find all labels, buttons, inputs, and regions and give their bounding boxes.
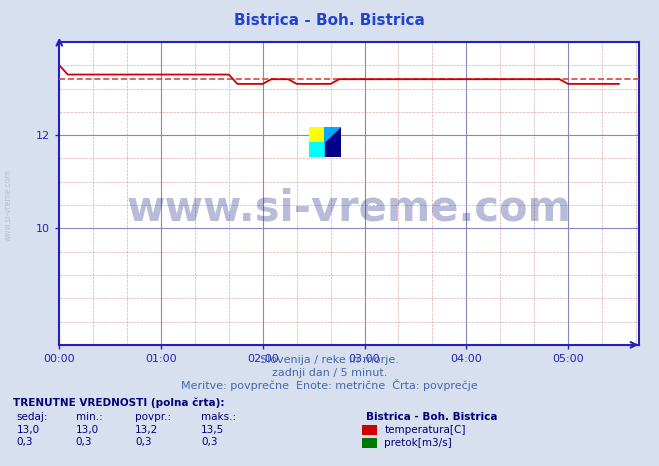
Polygon shape: [325, 127, 341, 142]
Text: Bistrica - Boh. Bistrica: Bistrica - Boh. Bistrica: [234, 13, 425, 27]
Text: zadnji dan / 5 minut.: zadnji dan / 5 minut.: [272, 368, 387, 378]
Polygon shape: [325, 127, 341, 157]
Text: 13,0: 13,0: [16, 425, 40, 435]
Text: Bistrica - Boh. Bistrica: Bistrica - Boh. Bistrica: [366, 412, 498, 422]
Bar: [308, 127, 325, 142]
Text: 0,3: 0,3: [201, 437, 217, 447]
Text: sedaj:: sedaj:: [16, 412, 48, 422]
Text: 13,0: 13,0: [76, 425, 99, 435]
Text: 0,3: 0,3: [135, 437, 152, 447]
Text: povpr.:: povpr.:: [135, 412, 171, 422]
Text: www.si-vreme.com: www.si-vreme.com: [127, 187, 572, 230]
Text: temperatura[C]: temperatura[C]: [384, 425, 466, 435]
Bar: [308, 142, 325, 157]
Text: 0,3: 0,3: [16, 437, 33, 447]
Text: min.:: min.:: [76, 412, 103, 422]
Text: TRENUTNE VREDNOSTI (polna črta):: TRENUTNE VREDNOSTI (polna črta):: [13, 398, 225, 408]
Text: 13,5: 13,5: [201, 425, 224, 435]
Text: maks.:: maks.:: [201, 412, 236, 422]
Text: 0,3: 0,3: [76, 437, 92, 447]
Text: pretok[m3/s]: pretok[m3/s]: [384, 438, 452, 448]
Text: Meritve: povprečne  Enote: metrične  Črta: povprečje: Meritve: povprečne Enote: metrične Črta:…: [181, 379, 478, 391]
Text: 13,2: 13,2: [135, 425, 158, 435]
Text: Slovenija / reke in morje.: Slovenija / reke in morje.: [260, 355, 399, 365]
Text: www.si-vreme.com: www.si-vreme.com: [3, 169, 13, 241]
